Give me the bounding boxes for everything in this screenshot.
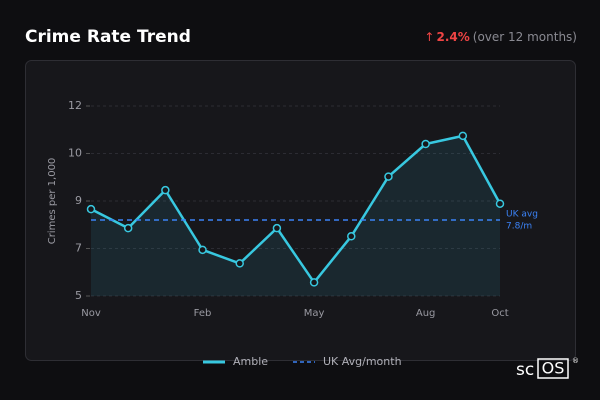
y-tick-label: 7 [75, 242, 82, 255]
point [421, 139, 430, 149]
point [86, 204, 96, 214]
y-tick-label: 10 [68, 147, 82, 160]
y-axis-label: Crimes per 1,000 [47, 158, 58, 245]
line [90, 134, 502, 284]
point [347, 232, 356, 241]
area [91, 135, 500, 296]
y-tick-label: 12 [68, 99, 82, 112]
point [384, 172, 393, 181]
panel [25, 60, 576, 361]
y-tick-label: 9 [75, 194, 82, 207]
x-tick-label: May [304, 308, 325, 319]
trend-change: 2.4% [436, 30, 469, 44]
x-tick-label: Aug [416, 308, 436, 319]
x-tick-label: Nov [81, 308, 101, 319]
plot: 5 7 9 10 12 Nov Feb May Aug Oct Amble UK avg 7.8/m UK… [68, 99, 538, 368]
logo-box [537, 358, 569, 379]
logo-prefix: sc [516, 360, 534, 380]
trend-period: (over 12 months) [473, 30, 577, 44]
point [161, 185, 170, 195]
point [458, 131, 468, 141]
reference-label: 7.8/m [506, 222, 532, 232]
legend-label: Amble [233, 355, 268, 368]
point [235, 259, 244, 268]
point [495, 199, 505, 208]
logo-mark: ® [572, 357, 579, 365]
y-tick-label: 5 [75, 289, 82, 302]
reference-label: UK avg [506, 210, 538, 220]
point [123, 223, 133, 233]
point [309, 278, 319, 287]
x-tick-label: Oct [491, 308, 508, 319]
logo-boxed: OS [542, 359, 565, 378]
trend-arrow: ↑ [424, 30, 434, 44]
trend: ↑ 2.4% (over 12 months) [424, 30, 577, 44]
point [198, 245, 207, 255]
legend-label: UK Avg/month [323, 355, 402, 368]
x-tick-label: Feb [194, 308, 212, 319]
title: Crime Rate Trend [25, 27, 191, 47]
point [272, 223, 282, 233]
